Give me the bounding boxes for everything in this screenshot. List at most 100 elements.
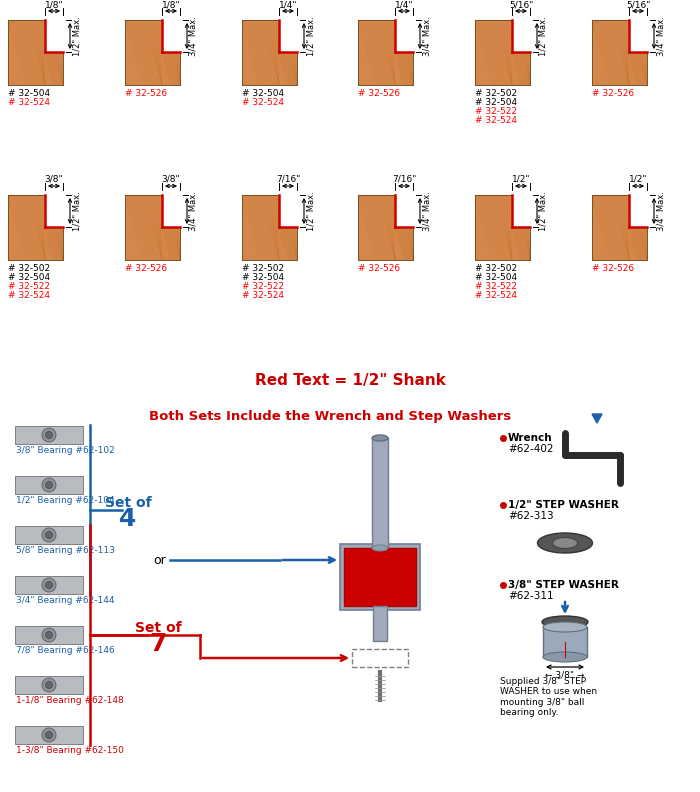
Bar: [629, 227, 647, 260]
Text: 3/4" Max.: 3/4" Max.: [422, 16, 431, 56]
Text: 1/2" Max.: 1/2" Max.: [539, 16, 548, 56]
Bar: [395, 52, 413, 85]
Text: # 32-502: # 32-502: [475, 89, 517, 98]
Ellipse shape: [542, 616, 588, 628]
Ellipse shape: [46, 631, 52, 638]
Text: # 32-522: # 32-522: [475, 107, 517, 116]
Text: 3/4" Max.: 3/4" Max.: [189, 16, 198, 56]
Text: # 32-504: # 32-504: [475, 273, 517, 282]
Ellipse shape: [46, 531, 52, 539]
Ellipse shape: [46, 681, 52, 688]
Bar: [15, 526, 83, 544]
Ellipse shape: [42, 728, 56, 742]
Text: 7/16": 7/16": [392, 175, 416, 184]
Bar: [373, 606, 387, 641]
Text: # 32-522: # 32-522: [475, 282, 517, 291]
Text: 3/4" Max.: 3/4" Max.: [656, 191, 665, 231]
Bar: [15, 626, 83, 644]
Text: # 32-504: # 32-504: [242, 273, 284, 282]
Ellipse shape: [543, 622, 587, 632]
Text: 3/4" Bearing #62-144: 3/4" Bearing #62-144: [16, 596, 115, 605]
Text: 1/2" Max.: 1/2" Max.: [539, 191, 548, 231]
Bar: [15, 676, 83, 694]
Bar: [242, 20, 279, 85]
Ellipse shape: [42, 478, 56, 492]
Bar: [358, 195, 395, 260]
Text: # 32-522: # 32-522: [242, 282, 284, 291]
Ellipse shape: [42, 578, 56, 592]
Text: Wrench: Wrench: [508, 433, 552, 443]
Ellipse shape: [42, 428, 56, 442]
Text: Set of: Set of: [105, 496, 151, 510]
Text: 3/4" Max.: 3/4" Max.: [189, 191, 198, 231]
Text: # 32-504: # 32-504: [8, 273, 50, 282]
Text: 1/2" Max.: 1/2" Max.: [72, 191, 81, 231]
Text: 1/2" Max.: 1/2" Max.: [306, 16, 315, 56]
Text: # 32-526: # 32-526: [125, 264, 167, 273]
Text: 1/2" Max.: 1/2" Max.: [306, 191, 315, 231]
Bar: [162, 52, 180, 85]
Polygon shape: [592, 414, 602, 423]
Bar: [629, 52, 647, 85]
Bar: [395, 227, 413, 260]
Bar: [475, 195, 512, 260]
Text: 1-3/8" Bearing #62-150: 1-3/8" Bearing #62-150: [16, 746, 124, 755]
Text: # 32-526: # 32-526: [592, 264, 634, 273]
Ellipse shape: [372, 545, 388, 551]
Text: 4: 4: [119, 507, 136, 531]
Text: # 32-524: # 32-524: [475, 116, 517, 125]
Bar: [372, 438, 388, 548]
Bar: [45, 227, 63, 260]
Bar: [592, 20, 629, 85]
Bar: [592, 195, 629, 260]
Text: 3/8": 3/8": [162, 175, 181, 184]
Text: # 32-524: # 32-524: [242, 98, 284, 107]
Bar: [45, 52, 63, 85]
Text: Supplied 3/8" STEP
WASHER to use when
mounting 3/8" ball
bearing only.: Supplied 3/8" STEP WASHER to use when mo…: [500, 677, 597, 718]
Text: 5/16": 5/16": [626, 0, 650, 9]
Text: 1-1/8" Bearing #62-148: 1-1/8" Bearing #62-148: [16, 696, 124, 705]
Bar: [162, 227, 180, 260]
Text: # 32-526: # 32-526: [358, 264, 400, 273]
Text: 3/4" Max.: 3/4" Max.: [656, 16, 665, 56]
Text: # 32-504: # 32-504: [242, 89, 284, 98]
Text: 5/8" Bearing #62-113: 5/8" Bearing #62-113: [16, 546, 115, 555]
Bar: [15, 576, 83, 594]
Text: # 32-524: # 32-524: [8, 98, 50, 107]
Text: 1/2": 1/2": [512, 175, 531, 184]
Bar: [15, 426, 83, 444]
Text: Set of: Set of: [134, 621, 181, 635]
Text: 1/2" Max.: 1/2" Max.: [72, 16, 81, 56]
Text: 3/8" Bearing #62-102: 3/8" Bearing #62-102: [16, 446, 115, 455]
Ellipse shape: [42, 628, 56, 642]
Text: # 32-524: # 32-524: [8, 291, 50, 300]
Text: 7: 7: [149, 632, 167, 656]
Ellipse shape: [42, 528, 56, 542]
Text: # 32-504: # 32-504: [8, 89, 50, 98]
Bar: [15, 476, 83, 494]
Bar: [344, 548, 416, 606]
Text: #62-311: #62-311: [508, 591, 554, 601]
Ellipse shape: [46, 482, 52, 489]
Ellipse shape: [552, 538, 578, 549]
Ellipse shape: [543, 652, 587, 662]
Bar: [279, 227, 297, 260]
Bar: [242, 195, 279, 260]
Text: # 32-524: # 32-524: [242, 291, 284, 300]
Bar: [279, 52, 297, 85]
Bar: [15, 726, 83, 744]
Bar: [8, 195, 45, 260]
Bar: [125, 195, 162, 260]
Bar: [543, 627, 587, 657]
Text: or: or: [153, 554, 167, 566]
Bar: [8, 20, 45, 85]
Text: 1/2" STEP WASHER: 1/2" STEP WASHER: [508, 500, 619, 510]
Text: Both Sets Include the Wrench and Step Washers: Both Sets Include the Wrench and Step Wa…: [149, 410, 511, 423]
Ellipse shape: [538, 533, 592, 553]
Text: 1/4": 1/4": [279, 0, 298, 9]
Text: 3/4" Max.: 3/4" Max.: [422, 191, 431, 231]
Text: #62-313: #62-313: [508, 511, 554, 521]
Text: 7/8" Bearing #62-146: 7/8" Bearing #62-146: [16, 646, 115, 655]
Bar: [340, 544, 420, 610]
Bar: [475, 20, 512, 85]
